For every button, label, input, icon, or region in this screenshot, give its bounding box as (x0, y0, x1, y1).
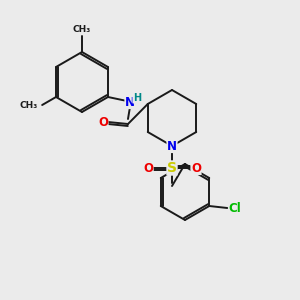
Text: CH₃: CH₃ (73, 26, 91, 34)
Text: N: N (125, 95, 135, 109)
Text: S: S (167, 161, 177, 175)
Text: O: O (143, 161, 153, 175)
Text: O: O (98, 116, 108, 128)
Text: H: H (133, 93, 141, 103)
Text: Cl: Cl (229, 202, 242, 214)
Text: CH₃: CH₃ (20, 100, 38, 109)
Text: O: O (191, 161, 201, 175)
Text: N: N (167, 140, 177, 152)
